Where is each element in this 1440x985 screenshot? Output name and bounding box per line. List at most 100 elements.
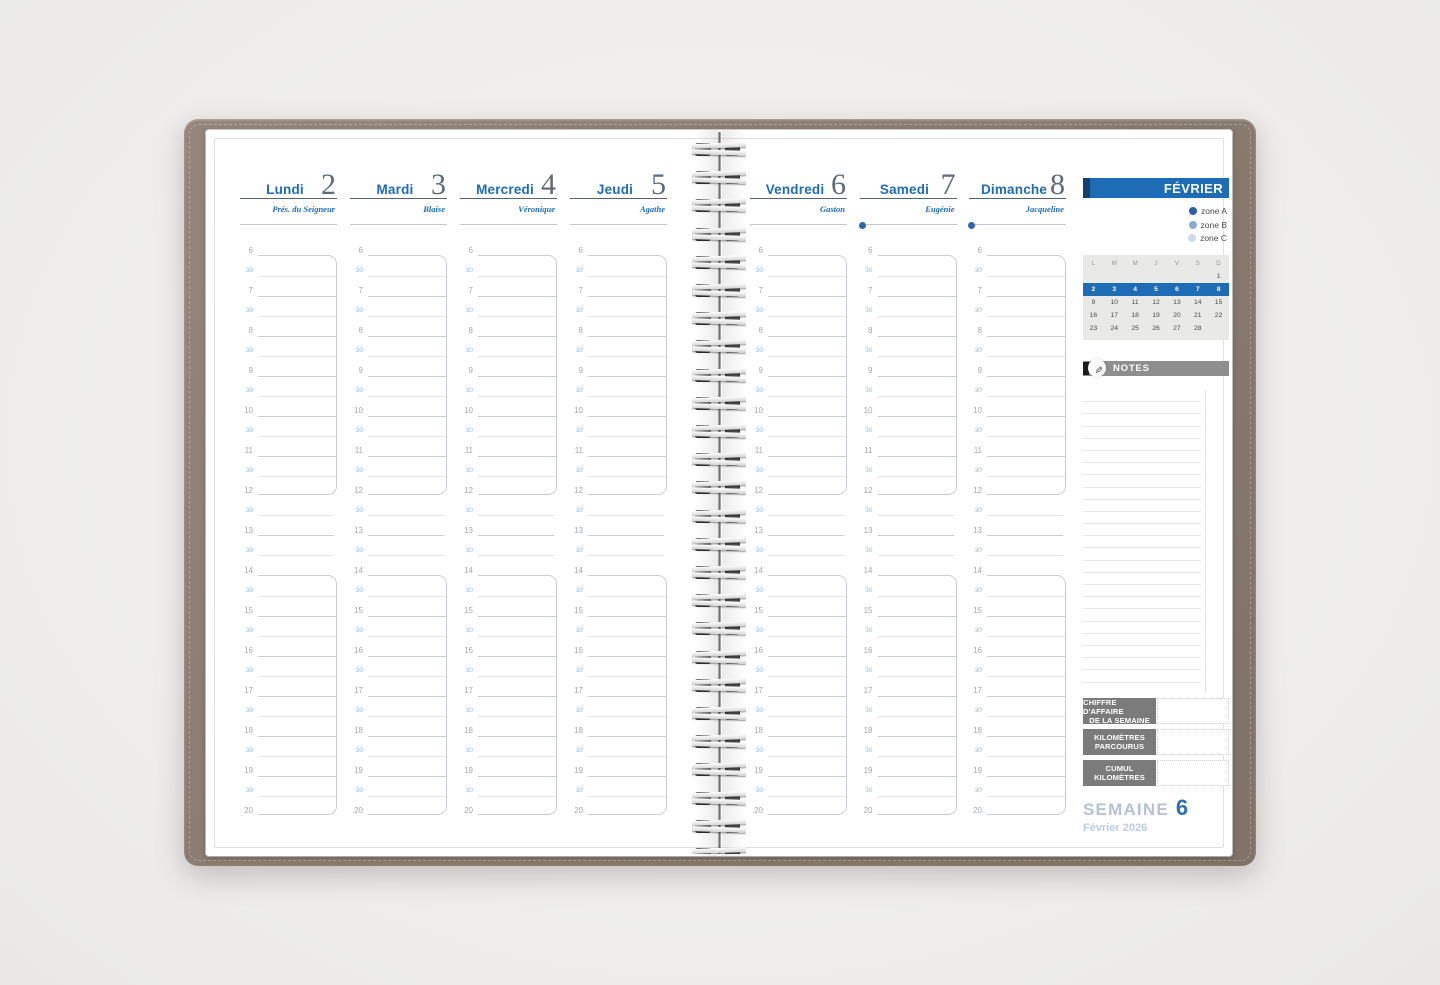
time-block bbox=[588, 575, 667, 815]
time-slot-line bbox=[258, 336, 336, 337]
time-slot-line bbox=[877, 476, 956, 477]
time-block bbox=[768, 575, 847, 815]
time-slot-line bbox=[588, 636, 666, 637]
week-footer: SEMAINE 6 Février 2026 bbox=[1083, 795, 1229, 834]
half-hour-label: 30 bbox=[575, 747, 583, 754]
time-slot-line bbox=[368, 616, 446, 617]
half-hour-label: 30 bbox=[865, 747, 873, 754]
calendar-cell: 17 bbox=[1110, 312, 1119, 319]
time-slot-line bbox=[588, 456, 666, 457]
note-line bbox=[1083, 597, 1201, 610]
calendar-day-header: S bbox=[1195, 260, 1200, 267]
time-slot-line bbox=[258, 376, 336, 377]
spiral-loop bbox=[692, 395, 746, 411]
hour-label: 6 bbox=[977, 246, 982, 255]
half-hour-label: 30 bbox=[974, 387, 982, 394]
half-hour-label: 30 bbox=[355, 587, 363, 594]
half-hour-label: 30 bbox=[755, 507, 763, 514]
time-slot-line bbox=[768, 336, 846, 337]
time-slot-line bbox=[987, 736, 1065, 737]
half-hour-label: 30 bbox=[974, 587, 982, 594]
half-hour-label: 30 bbox=[755, 467, 763, 474]
time-slot-line bbox=[768, 376, 846, 377]
time-slot-line bbox=[877, 796, 956, 797]
calendar-week-row: 1 bbox=[1083, 270, 1229, 283]
time-slot-line bbox=[258, 296, 336, 297]
time-slot-line bbox=[877, 396, 956, 397]
hour-label: 6 bbox=[578, 246, 583, 255]
half-hour-label: 30 bbox=[575, 507, 583, 514]
spiral-loop bbox=[692, 790, 746, 806]
time-slot-line bbox=[877, 696, 956, 697]
note-line bbox=[1083, 670, 1201, 683]
half-hour-label: 30 bbox=[465, 587, 473, 594]
time-slot-line bbox=[877, 316, 956, 317]
note-line bbox=[1083, 475, 1201, 488]
time-slot-line bbox=[258, 716, 336, 717]
hour-label: 8 bbox=[578, 326, 583, 335]
time-slot-line bbox=[258, 776, 336, 777]
half-hour-label: 30 bbox=[245, 467, 253, 474]
half-hour-label: 30 bbox=[355, 307, 363, 314]
hour-label: 17 bbox=[354, 686, 363, 695]
calendar-cell: 9 bbox=[1091, 299, 1096, 306]
hour-label: 14 bbox=[464, 566, 473, 575]
time-slot-line bbox=[258, 555, 334, 556]
day-header-rule bbox=[350, 198, 447, 199]
time-slot-line bbox=[987, 616, 1065, 617]
zone-legend-item: zone A bbox=[1189, 206, 1227, 216]
time-slot-line bbox=[877, 336, 956, 337]
time-slot-line bbox=[258, 596, 336, 597]
hour-label: 8 bbox=[758, 326, 763, 335]
hour-label: 16 bbox=[354, 646, 363, 655]
half-hour-label: 30 bbox=[755, 387, 763, 394]
half-hour-label: 30 bbox=[974, 667, 982, 674]
calendar-cell: 22 bbox=[1214, 312, 1223, 319]
hour-label: 15 bbox=[574, 606, 583, 615]
time-block bbox=[368, 575, 447, 815]
hour-label: 20 bbox=[244, 806, 253, 815]
hour-label: 14 bbox=[354, 566, 363, 575]
time-slot-line bbox=[768, 716, 846, 717]
time-slot-line bbox=[987, 696, 1065, 697]
time-slot-line bbox=[588, 656, 666, 657]
hour-label: 12 bbox=[863, 486, 873, 495]
hour-label: 11 bbox=[973, 446, 982, 455]
time-block bbox=[258, 575, 337, 815]
day-column-dimanche: Dimanche 8 Jacqueline 6 30 7 30 8 30 9 30 10 30 11… bbox=[968, 170, 1066, 823]
hour-label: 16 bbox=[574, 646, 583, 655]
time-slot-line bbox=[588, 316, 666, 317]
note-line bbox=[1083, 451, 1201, 464]
time-slot-line bbox=[987, 796, 1065, 797]
time-slot-line bbox=[588, 716, 666, 717]
note-line bbox=[1083, 622, 1201, 634]
half-hour-label: 30 bbox=[974, 507, 982, 514]
calendar-cell: 15 bbox=[1214, 299, 1223, 306]
hour-label: 14 bbox=[754, 566, 763, 575]
time-slot-line bbox=[877, 596, 956, 597]
time-slot-line bbox=[877, 756, 956, 757]
hour-label: 17 bbox=[244, 686, 253, 695]
saint-rule bbox=[350, 224, 447, 225]
time-slot-line bbox=[987, 336, 1065, 337]
time-slot-line bbox=[588, 296, 666, 297]
spiral-loop bbox=[692, 226, 746, 242]
time-slot-line bbox=[877, 416, 956, 417]
hour-label: 7 bbox=[248, 286, 253, 295]
half-hour-label: 30 bbox=[865, 627, 873, 634]
hour-label: 16 bbox=[464, 646, 473, 655]
hour-label: 13 bbox=[464, 526, 473, 535]
hour-label: 11 bbox=[244, 446, 253, 455]
half-hour-label: 30 bbox=[355, 347, 363, 354]
day-column-mardi: Mardi 3 Blaise 6 30 7 30 8 30 9 30 10 30 11 30 12 30 1… bbox=[350, 170, 447, 823]
hour-label: 6 bbox=[758, 246, 763, 255]
day-header-rule bbox=[859, 198, 957, 199]
hour-label: 13 bbox=[574, 526, 583, 535]
time-slot-line bbox=[368, 276, 446, 277]
hour-label: 6 bbox=[358, 246, 363, 255]
day-number: 6 bbox=[831, 168, 846, 201]
hour-label: 19 bbox=[354, 766, 363, 775]
time-slot-line bbox=[478, 636, 556, 637]
calendar-cell: 18 bbox=[1131, 312, 1139, 319]
calendar-cell bbox=[1187, 270, 1208, 283]
